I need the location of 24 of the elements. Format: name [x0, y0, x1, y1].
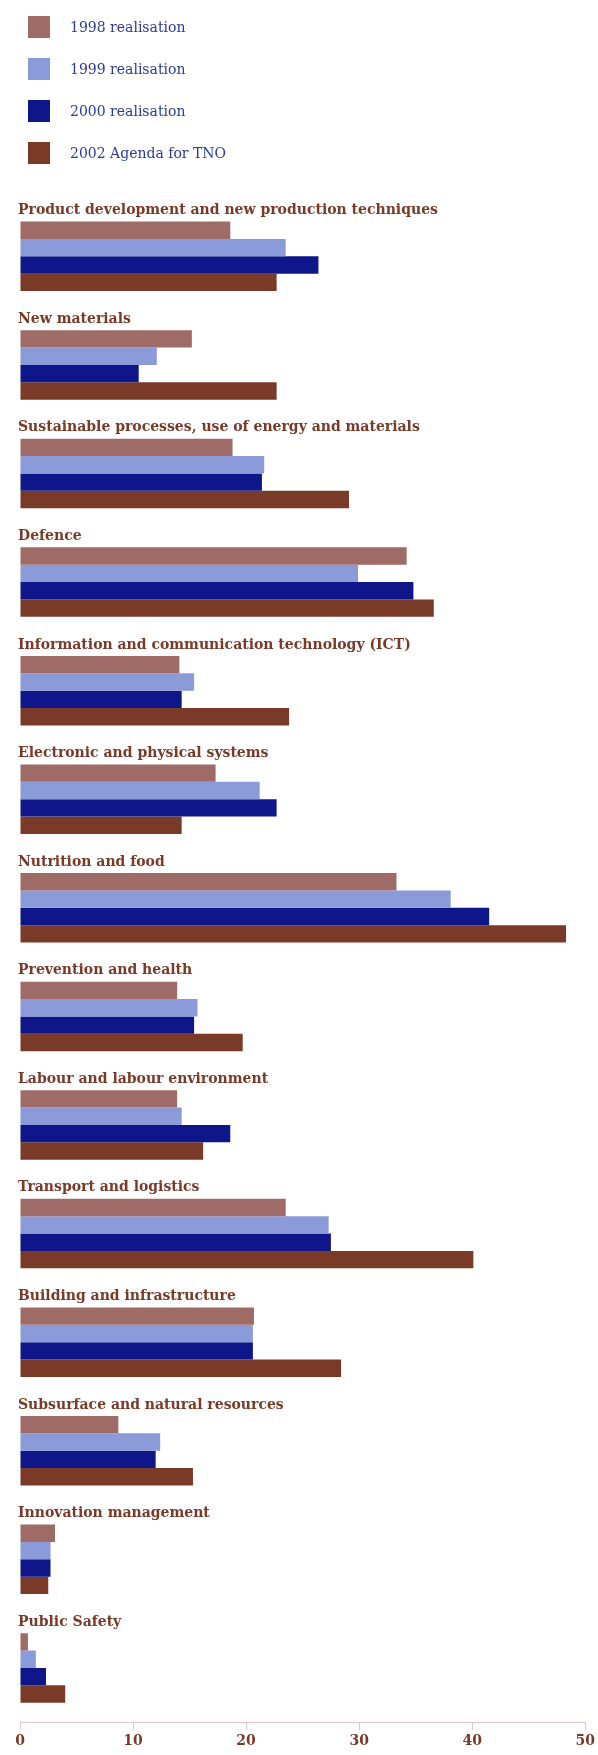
- y-tick-label: Product development and new production techniques: [18, 201, 439, 218]
- y-tick-label: Nutrition and food: [18, 852, 165, 869]
- x-tick-label: 50: [575, 1732, 596, 1749]
- y-tick-label: Building and infrastructure: [18, 1287, 236, 1304]
- y-tick-label: New materials: [18, 309, 131, 326]
- y-tick-label: Electronic and physical systems: [18, 744, 269, 761]
- y-tick-label: Innovation management: [18, 1504, 211, 1521]
- y-tick-label: Transport and logistics: [18, 1178, 200, 1195]
- legend-label: 2000 realisation: [70, 103, 186, 119]
- y-tick-label: Defence: [18, 526, 82, 543]
- legend-label: 1998 realisation: [70, 19, 186, 35]
- y-tick-label: Sustainable processes, use of energy and materials: [18, 418, 420, 435]
- x-tick-label: 20: [236, 1732, 257, 1749]
- y-tick-label: Labour and labour environment: [18, 1069, 269, 1086]
- x-tick-label: 0: [15, 1732, 26, 1749]
- y-tick-label: Public Safety: [18, 1612, 123, 1629]
- legend-label: 2002 Agenda for TNO: [70, 145, 227, 161]
- y-tick-label: Prevention and health: [18, 961, 193, 978]
- x-tick-label: 10: [123, 1732, 144, 1749]
- legend-label: 1999 realisation: [70, 61, 186, 77]
- y-tick-label: Subsurface and natural resources: [18, 1395, 284, 1412]
- x-tick-label: 40: [462, 1732, 483, 1749]
- x-tick-label: 30: [349, 1732, 370, 1749]
- y-tick-label: Information and communication technology (ICT): [18, 635, 411, 652]
